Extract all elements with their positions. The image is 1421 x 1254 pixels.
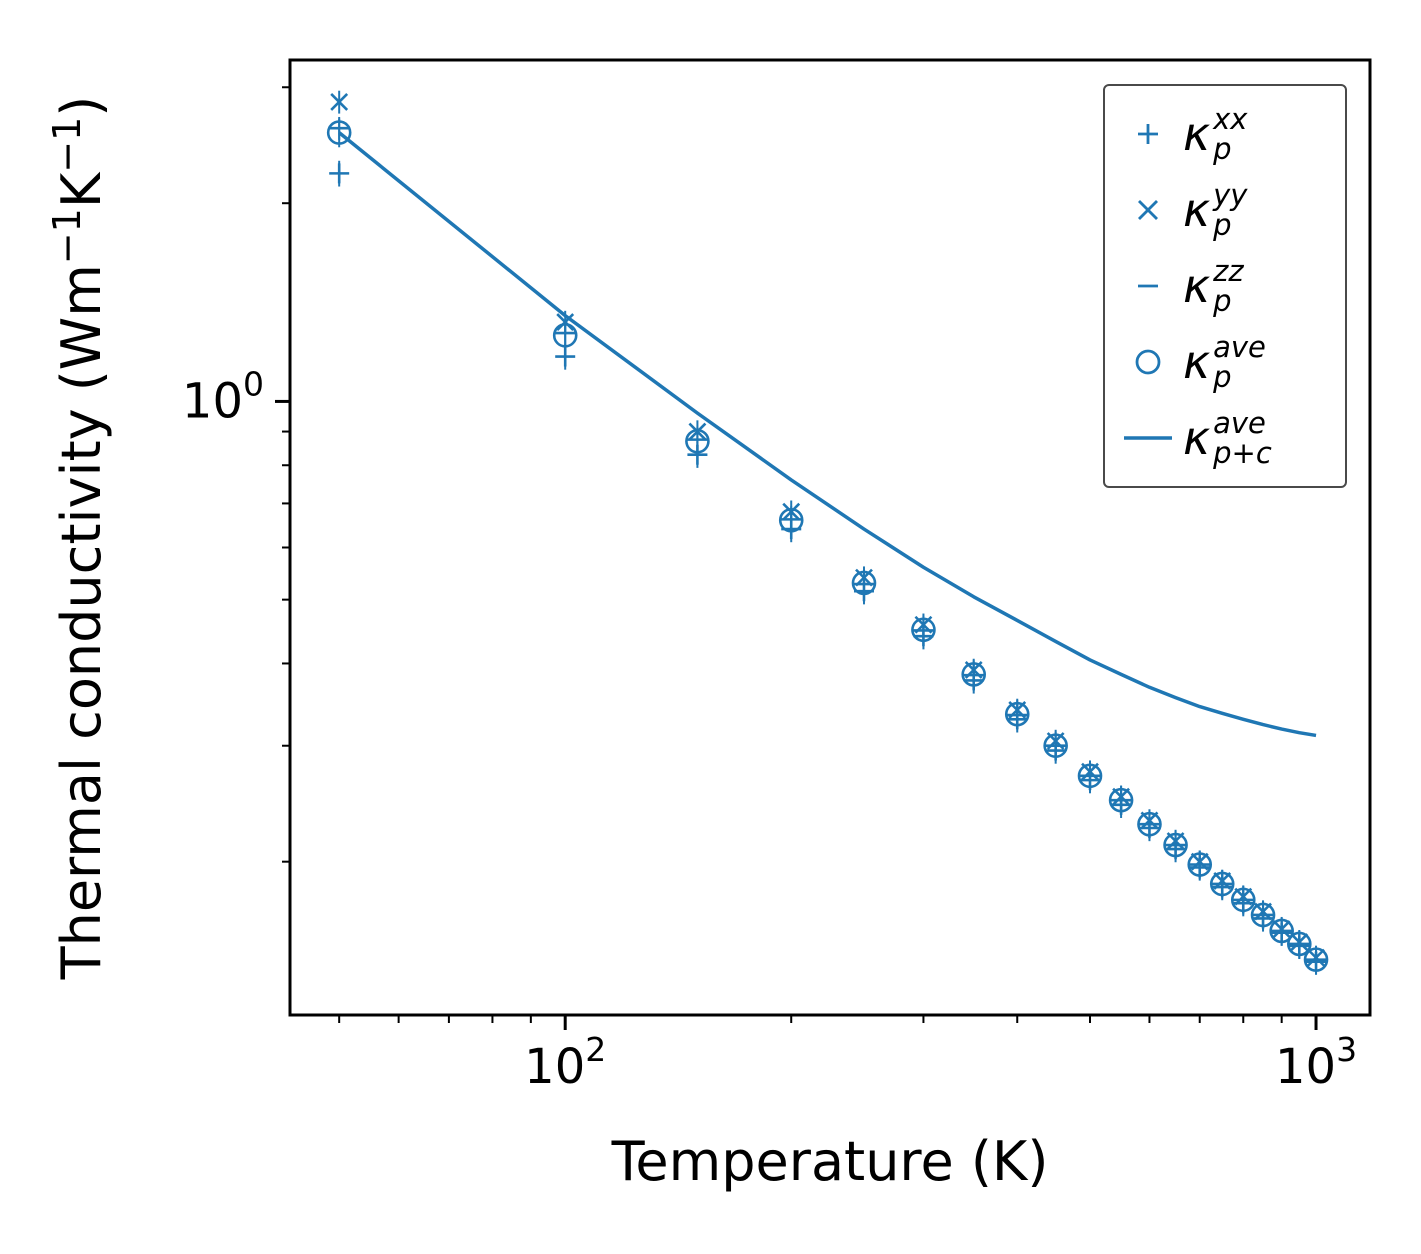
plot-spines xyxy=(288,58,1372,1017)
legend: κ xx p κ yy p κ zz p κ ave p κ ave p+c xyxy=(1103,84,1347,488)
legend-label: κ zz p xyxy=(1183,253,1244,318)
series-kappa_p_zz xyxy=(329,126,1327,961)
kappa-symbol: κ xyxy=(1183,335,1211,389)
kappa-scripts: ave p+c xyxy=(1213,405,1272,470)
subscript: p xyxy=(1213,360,1232,394)
legend-label: κ yy p xyxy=(1183,177,1248,242)
superscript: xx xyxy=(1213,101,1248,136)
superscript: ave xyxy=(1213,405,1266,440)
subscript: p xyxy=(1213,132,1232,166)
legend-item-kappa_p_xx: κ xx p xyxy=(1113,96,1337,172)
x-marker-icon xyxy=(1138,200,1158,220)
kappa-symbol: κ xyxy=(1183,259,1211,313)
series-line-p-plus-c xyxy=(338,131,1317,738)
y-axis-label: Thermal conductivity (Wm−1​K−1​) xyxy=(45,96,113,981)
plus-marker-icon xyxy=(1138,124,1158,144)
series-kappa_p_ave xyxy=(326,120,1329,972)
legend-label: κ ave p+c xyxy=(1183,405,1272,470)
kappa-scripts: ave p xyxy=(1213,329,1266,394)
kappa-symbol: κ xyxy=(1183,411,1211,465)
kappa-scripts: zz p xyxy=(1213,253,1244,318)
legend-marker xyxy=(1113,262,1183,310)
svg-text:102: 102 xyxy=(524,1030,606,1095)
kappa-symbol: κ xyxy=(1183,183,1211,237)
kappa-scripts: yy p xyxy=(1213,177,1248,242)
tick-labels: 102 103 100 xyxy=(182,364,1357,1095)
subscript: p+c xyxy=(1213,436,1272,470)
hline-marker-icon xyxy=(1138,284,1158,288)
legend-marker xyxy=(1113,186,1183,234)
kappa-scripts: xx p xyxy=(1213,101,1248,166)
kappa-symbol: κ xyxy=(1183,107,1211,161)
subscript: p xyxy=(1213,208,1232,242)
x-axis-label: Temperature (K) xyxy=(611,1130,1049,1193)
legend-label: κ xx p xyxy=(1183,101,1248,166)
legend-item-kappa_p_plus_c_ave: κ ave p+c xyxy=(1113,400,1337,476)
svg-text:103: 103 xyxy=(1275,1030,1357,1095)
superscript: ave xyxy=(1213,329,1266,364)
superscript: yy xyxy=(1213,177,1248,212)
legend-label: κ ave p xyxy=(1183,329,1266,394)
legend-marker xyxy=(1113,110,1183,158)
subscript: p xyxy=(1213,284,1232,318)
legend-item-kappa_p_zz: κ zz p xyxy=(1113,248,1337,324)
line-p-plus-c-ave xyxy=(338,131,1317,738)
legend-marker xyxy=(1113,414,1183,462)
svg-text:100: 100 xyxy=(182,364,264,429)
circle-marker-icon xyxy=(1135,349,1161,375)
legend-marker xyxy=(1113,338,1183,386)
legend-item-kappa_p_ave: κ ave p xyxy=(1113,324,1337,400)
line-marker-icon xyxy=(1124,436,1172,440)
legend-item-kappa_p_yy: κ yy p xyxy=(1113,172,1337,248)
superscript: zz xyxy=(1213,253,1244,288)
